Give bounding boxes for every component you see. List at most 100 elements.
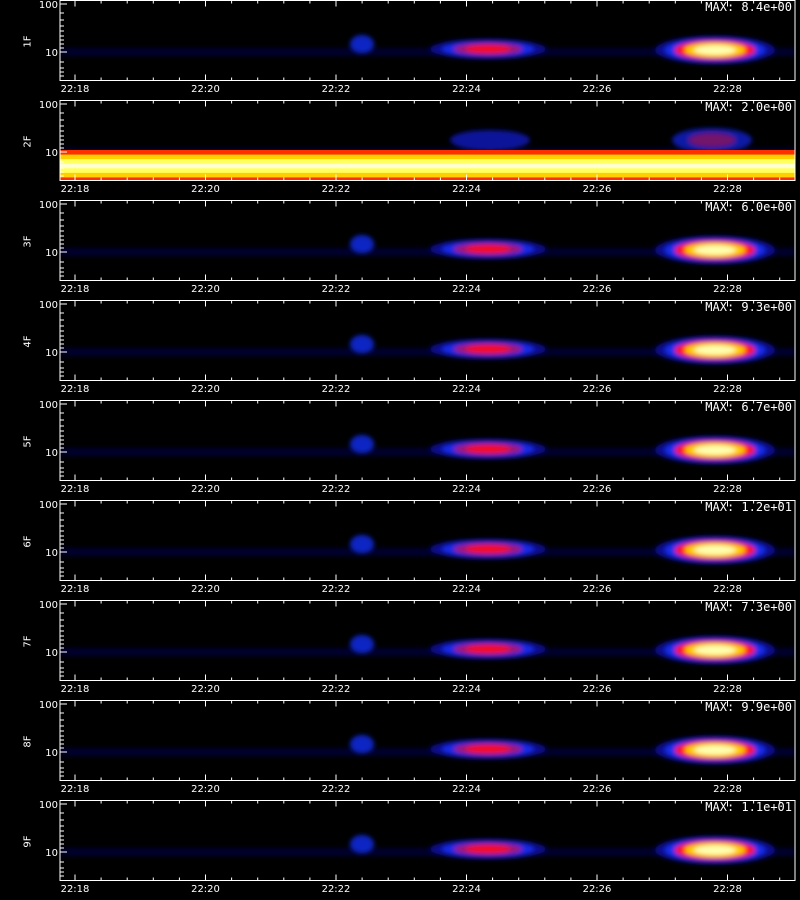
event-blob bbox=[694, 545, 736, 555]
saturated-band bbox=[60, 154, 795, 160]
x-tick-label: 22:28 bbox=[713, 884, 742, 895]
x-tick-label: 22:20 bbox=[191, 684, 220, 695]
panel-y-label: 8F bbox=[22, 735, 34, 748]
x-tick-label: 22:18 bbox=[61, 84, 90, 95]
x-tick-label: 22:28 bbox=[713, 484, 742, 495]
event-blob bbox=[465, 245, 511, 253]
x-tick-label: 22:28 bbox=[713, 584, 742, 595]
x-tick-label: 22:24 bbox=[452, 84, 481, 95]
y-tick-label: 10 bbox=[45, 48, 58, 59]
y-tick-label: 10 bbox=[45, 648, 58, 659]
event-onset bbox=[350, 835, 374, 853]
y-tick-label: 100 bbox=[39, 200, 58, 211]
x-tick-label: 22:24 bbox=[452, 184, 481, 195]
x-tick-label: 22:26 bbox=[583, 184, 612, 195]
max-value-label: MAX: 2.0e+00 bbox=[705, 100, 792, 114]
y-tick-label: 10 bbox=[45, 748, 58, 759]
x-tick-label: 22:22 bbox=[322, 884, 351, 895]
y-tick-label: 100 bbox=[39, 400, 58, 411]
max-value-label: MAX: 1.1e+01 bbox=[705, 800, 792, 814]
event-onset bbox=[350, 535, 374, 553]
x-tick-label: 22:24 bbox=[452, 684, 481, 695]
x-tick-label: 22:18 bbox=[61, 684, 90, 695]
max-value-label: MAX: 9.3e+00 bbox=[705, 300, 792, 314]
panel-plot: 22:18 22:20 22:22 22:24 22:26 22:28 100 10 bbox=[39, 700, 796, 795]
event-blob bbox=[694, 45, 736, 55]
x-tick-label: 22:18 bbox=[61, 384, 90, 395]
panel-y-label: 9F bbox=[22, 835, 34, 848]
event-onset bbox=[350, 335, 374, 353]
x-tick-label: 22:22 bbox=[322, 84, 351, 95]
event-blob bbox=[694, 645, 736, 655]
x-tick-label: 22:22 bbox=[322, 184, 351, 195]
event-blob bbox=[465, 645, 511, 653]
x-tick-label: 22:22 bbox=[322, 584, 351, 595]
plot-background bbox=[60, 700, 795, 780]
x-tick-label: 22:28 bbox=[713, 84, 742, 95]
x-tick-label: 22:24 bbox=[452, 584, 481, 595]
panel-y-label: 7F bbox=[22, 635, 34, 648]
y-tick-label: 100 bbox=[39, 300, 58, 311]
x-tick-label: 22:26 bbox=[583, 284, 612, 295]
panel-8f: 22:18 22:20 22:22 22:24 22:26 22:28 100 10 8F MAX… bbox=[0, 700, 800, 800]
x-tick-label: 22:28 bbox=[713, 384, 742, 395]
panel-plot: 22:18 22:20 22:22 22:24 22:26 22:28 100 10 bbox=[39, 100, 796, 195]
x-tick-label: 22:28 bbox=[713, 784, 742, 795]
event-blob bbox=[465, 345, 511, 353]
y-tick-label: 10 bbox=[45, 248, 58, 259]
y-tick-label: 100 bbox=[39, 700, 58, 711]
saturated-band bbox=[60, 159, 795, 165]
saturated-band bbox=[60, 177, 795, 180]
panel-4f: 22:18 22:20 22:22 22:24 22:26 22:28 100 10 4F MAX… bbox=[0, 300, 800, 400]
panel-y-label: 4F bbox=[22, 335, 34, 348]
event-blob bbox=[465, 845, 511, 853]
x-tick-label: 22:20 bbox=[191, 184, 220, 195]
x-tick-label: 22:20 bbox=[191, 584, 220, 595]
x-tick-label: 22:20 bbox=[191, 884, 220, 895]
saturated-band bbox=[60, 163, 795, 169]
background-band bbox=[60, 48, 795, 56]
background-band bbox=[60, 848, 795, 856]
event-blob bbox=[694, 445, 736, 455]
x-tick-label: 22:22 bbox=[322, 784, 351, 795]
x-tick-label: 22:22 bbox=[322, 484, 351, 495]
event-blob bbox=[694, 245, 736, 255]
x-tick-label: 22:18 bbox=[61, 284, 90, 295]
max-value-label: MAX: 6.7e+00 bbox=[705, 400, 792, 414]
plot-background bbox=[60, 400, 795, 480]
panel-y-label: 6F bbox=[22, 535, 34, 548]
panel-y-label: 3F bbox=[22, 235, 34, 248]
plot-background bbox=[60, 0, 795, 80]
max-value-label: MAX: 9.9e+00 bbox=[705, 700, 792, 714]
x-tick-label: 22:26 bbox=[583, 584, 612, 595]
background-band bbox=[60, 448, 795, 456]
x-tick-label: 22:26 bbox=[583, 84, 612, 95]
panel-3f: 22:18 22:20 22:22 22:24 22:26 22:28 100 10 3F MAX… bbox=[0, 200, 800, 300]
x-tick-label: 22:20 bbox=[191, 484, 220, 495]
y-tick-label: 100 bbox=[39, 600, 58, 611]
x-tick-label: 22:22 bbox=[322, 384, 351, 395]
background-band bbox=[60, 548, 795, 556]
plot-background bbox=[60, 200, 795, 280]
panel-5f: 22:18 22:20 22:22 22:24 22:26 22:28 100 10 5F MAX… bbox=[0, 400, 800, 500]
event-onset bbox=[350, 235, 374, 253]
panel-7f: 22:18 22:20 22:22 22:24 22:26 22:28 100 10 7F MAX… bbox=[0, 600, 800, 700]
y-tick-label: 100 bbox=[39, 500, 58, 511]
saturated-band bbox=[60, 172, 795, 178]
x-tick-label: 22:18 bbox=[61, 784, 90, 795]
x-tick-label: 22:24 bbox=[452, 884, 481, 895]
x-tick-label: 22:24 bbox=[452, 784, 481, 795]
x-tick-label: 22:22 bbox=[322, 684, 351, 695]
x-tick-label: 22:28 bbox=[713, 684, 742, 695]
panel-plot: 22:18 22:20 22:22 22:24 22:26 22:28 100 10 bbox=[39, 200, 796, 295]
x-tick-label: 22:18 bbox=[61, 584, 90, 595]
max-value-label: MAX: 7.3e+00 bbox=[705, 600, 792, 614]
y-tick-label: 100 bbox=[39, 100, 58, 111]
x-tick-label: 22:24 bbox=[452, 284, 481, 295]
event-onset bbox=[350, 35, 374, 53]
x-tick-label: 22:20 bbox=[191, 84, 220, 95]
panel-9f: 22:18 22:20 22:22 22:24 22:26 22:28 100 10 9F MAX… bbox=[0, 800, 800, 900]
y-tick-label: 10 bbox=[45, 348, 58, 359]
x-tick-label: 22:24 bbox=[452, 484, 481, 495]
x-tick-label: 22:22 bbox=[322, 284, 351, 295]
